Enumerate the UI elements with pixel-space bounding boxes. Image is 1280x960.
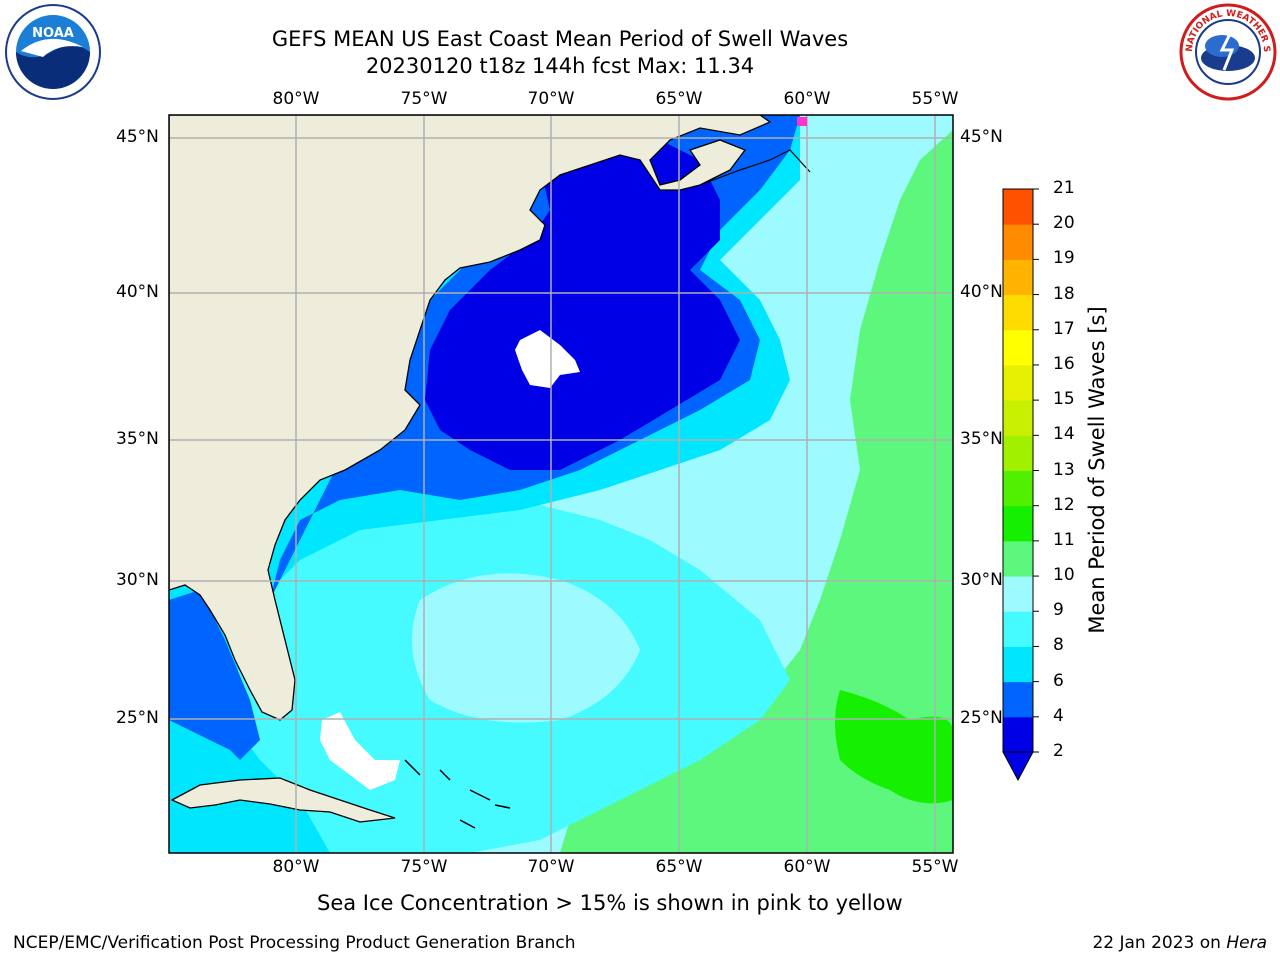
noaa-logo-text: NOAA xyxy=(32,26,74,41)
lon-label-bottom: 70°W xyxy=(527,857,575,877)
colorbar-segment xyxy=(1003,646,1033,683)
colorbar-segment xyxy=(1003,611,1033,647)
lat-label-left: 45°N xyxy=(116,127,159,147)
colorbar-segment xyxy=(1003,576,1033,612)
contour-2-4 xyxy=(425,140,740,470)
colorbar-segment xyxy=(1003,716,1033,753)
credit-date-host: 22 Jan 2023 on Hera xyxy=(1092,933,1267,953)
lat-label-left: 40°N xyxy=(116,282,159,302)
land-bahamas-islands xyxy=(404,759,511,829)
contour-10-11-east xyxy=(560,115,953,853)
land-cuba xyxy=(170,777,396,823)
credit-date: 22 Jan 2023 on xyxy=(1092,933,1227,953)
colorbar-tick-label: 19 xyxy=(1053,248,1075,269)
contour-9-10-patch xyxy=(412,573,640,723)
credit-organization: NCEP/EMC/Verification Post Processing Pr… xyxy=(13,933,576,953)
colorbar-segment xyxy=(1003,224,1033,260)
colorbar-segment xyxy=(1003,364,1033,401)
colorbar-tick-label: 12 xyxy=(1053,494,1075,515)
lon-label-top: 60°W xyxy=(783,89,831,109)
sea-ice-footnote: Sea Ice Concentration > 15% is shown in … xyxy=(317,891,903,915)
lon-label-top: 80°W xyxy=(272,89,320,109)
lon-label-bottom: 65°W xyxy=(655,857,703,877)
map-gridlines xyxy=(169,115,953,853)
colorbar-under-triangle xyxy=(1002,751,1034,782)
lon-label-top: 55°W xyxy=(911,89,959,109)
lat-label-right: 25°N xyxy=(960,708,1003,728)
map-frame xyxy=(168,114,954,854)
colorbar-tick-label: 15 xyxy=(1053,389,1075,410)
colorbar-segment xyxy=(1003,329,1033,366)
colorbar-segment xyxy=(1003,189,1033,225)
lat-label-left: 25°N xyxy=(116,708,159,728)
missing-data-area-bahamas xyxy=(320,712,400,790)
colorbar-segment xyxy=(1003,505,1033,542)
colorbar-tick-label: 10 xyxy=(1053,565,1075,586)
lat-label-right: 35°N xyxy=(960,429,1003,449)
lat-label-left: 30°N xyxy=(116,570,159,590)
sea-ice-marker xyxy=(797,117,807,126)
lon-label-top: 75°W xyxy=(400,89,448,109)
colorbar-tick-label: 16 xyxy=(1053,353,1075,374)
lat-label-left: 35°N xyxy=(116,429,159,449)
colorbar-tick-label: 4 xyxy=(1053,705,1064,726)
colorbar-tick-label: 17 xyxy=(1053,318,1075,339)
colorbar-segment xyxy=(1003,470,1033,507)
lon-label-bottom: 75°W xyxy=(400,857,448,877)
chart-subtitle: 20230120 t18z 144h fcst Max: 11.34 xyxy=(365,54,755,78)
coast-nova-scotia xyxy=(699,149,811,186)
credit-host: Hera xyxy=(1226,933,1267,953)
colorbar-tick-label: 6 xyxy=(1053,670,1064,691)
colorbar-tick-label: 18 xyxy=(1053,283,1075,304)
nws-logo: NATIONAL WEATHER SERVICE xyxy=(1178,3,1277,101)
colorbar-tick-label: 13 xyxy=(1053,459,1075,480)
colorbar-tick-label: 14 xyxy=(1053,424,1075,445)
colorbar-segment xyxy=(1003,540,1033,577)
lon-label-bottom: 55°W xyxy=(911,857,959,877)
lon-label-top: 70°W xyxy=(527,89,575,109)
colorbar-title: Mean Period of Swell Waves [s] xyxy=(1085,306,1109,634)
lon-label-bottom: 80°W xyxy=(272,857,320,877)
contour-gulf-4-6 xyxy=(169,590,260,760)
colorbar-segment xyxy=(1003,681,1033,718)
colorbar-segment xyxy=(1003,435,1033,471)
lon-label-bottom: 60°W xyxy=(783,857,831,877)
missing-data-area xyxy=(515,330,580,388)
colorbar-tick-label: 21 xyxy=(1053,178,1075,198)
noaa-logo: NOAA xyxy=(5,4,101,100)
lat-label-right: 40°N xyxy=(960,282,1003,302)
chart-title: GEFS MEAN US East Coast Mean Period of S… xyxy=(271,27,849,51)
colorbar-segment xyxy=(1003,294,1033,331)
colorbar-tick-label: 20 xyxy=(1053,213,1075,234)
lon-label-top: 65°W xyxy=(655,89,703,109)
lat-label-right: 45°N xyxy=(960,127,1003,147)
colorbar-segment xyxy=(1003,259,1033,296)
colorbar-tick-label: 9 xyxy=(1053,600,1064,621)
colorbar-segment xyxy=(1003,400,1033,436)
colorbar-tick-label: 2 xyxy=(1053,741,1064,761)
colorbar-segments xyxy=(1003,189,1033,753)
colorbar-ticks xyxy=(1033,188,1039,753)
lat-label-right: 30°N xyxy=(960,570,1003,590)
colorbar-tick-label: 11 xyxy=(1053,529,1075,550)
colorbar-tick-label: 8 xyxy=(1053,635,1064,656)
